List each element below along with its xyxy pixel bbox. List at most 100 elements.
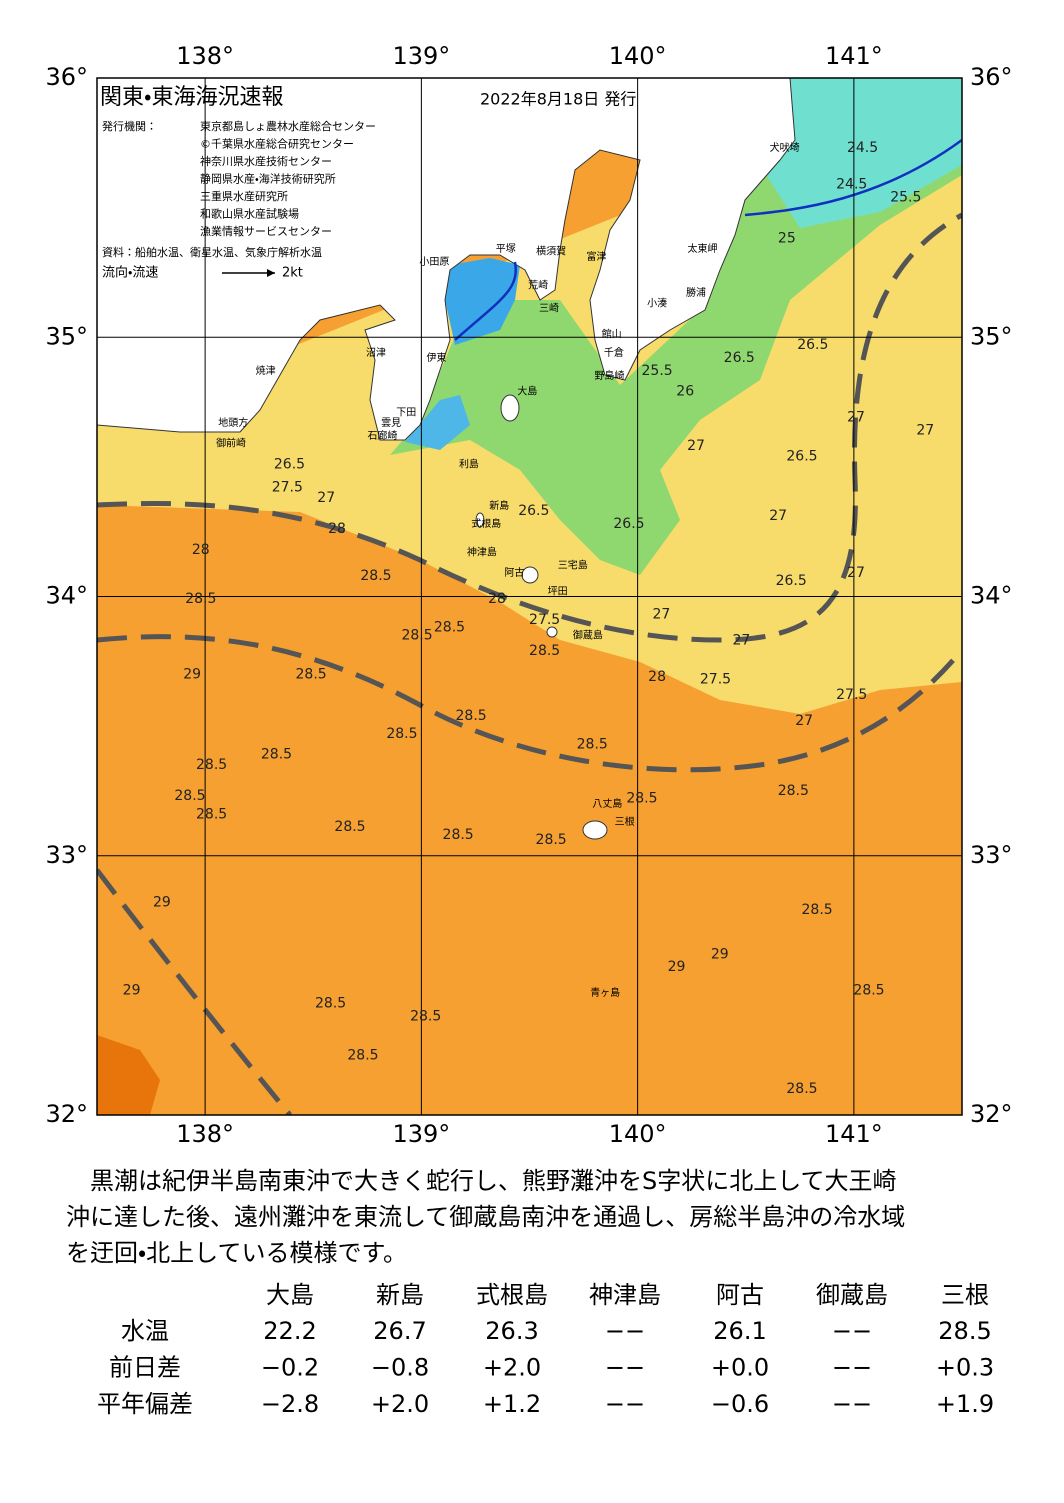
place-name: 横須賀 — [536, 245, 566, 258]
cell: +0.3 — [936, 1354, 994, 1382]
contour-label: 27.5 — [272, 480, 303, 496]
issuer: ©千葉県水産総合研究センター — [200, 137, 354, 151]
lon-label: 141° — [825, 42, 883, 70]
lon-label: 138° — [176, 42, 234, 70]
place-name: 焼津 — [256, 365, 276, 377]
cell: 26.1 — [713, 1317, 766, 1345]
contour-label: 27 — [847, 410, 865, 426]
contour-label: 28.5 — [174, 788, 205, 804]
cell: 26.7 — [373, 1317, 426, 1345]
column-header: 阿古 — [716, 1281, 764, 1309]
issue-date: 2022年8月18日 発行 — [480, 90, 636, 109]
contour-label: 27 — [847, 565, 865, 581]
place-name: 雲見 — [381, 417, 401, 429]
row-label: 水温 — [121, 1317, 169, 1345]
map-ticks: 138° 138° 139° 139° 140° 140° 141° 141° 36° 36° 35… — [45, 42, 1012, 1148]
cell: +2.0 — [371, 1390, 429, 1418]
contour-label: 26.5 — [786, 449, 817, 465]
contour-label: 26.5 — [613, 516, 644, 532]
kuroshio-edge — [97, 868, 292, 1115]
place-name: 阿古 — [504, 566, 524, 579]
map-frame — [96, 77, 963, 1116]
place-name: 伊東 — [427, 351, 447, 364]
place-name: 坪田 — [548, 584, 568, 597]
contour-label: 29 — [153, 894, 171, 910]
contour-label: 26.5 — [724, 350, 755, 366]
contour-label: 28.5 — [360, 568, 391, 584]
contour-label: 28.5 — [315, 996, 346, 1012]
contour-label: 27.5 — [529, 612, 560, 628]
title: 関東・東海海況速報 — [100, 85, 283, 110]
lon-label: 139° — [392, 1120, 450, 1148]
row-label: 平年偏差 — [97, 1390, 193, 1418]
column-header: 御蔵島 — [816, 1281, 888, 1309]
place-name: 新島 — [489, 499, 509, 512]
contour-label: 26.5 — [274, 456, 305, 472]
place-name: 八丈島 — [592, 797, 622, 810]
cell: −2.8 — [261, 1390, 319, 1418]
graticule — [97, 78, 962, 1115]
isotherm — [454, 261, 517, 341]
map-labels: 24.525.524.52526.526.525.5262726.5272726… — [123, 140, 934, 1097]
lat-label: 34° — [970, 582, 1013, 610]
island — [475, 512, 485, 528]
contour-label: 27 — [652, 607, 670, 623]
current-scale: 2kt — [282, 266, 303, 281]
lat-label: 32° — [45, 1100, 88, 1128]
place-name: 利島 — [459, 457, 479, 470]
place-name: 千倉 — [604, 347, 624, 359]
sea-hot — [97, 1035, 160, 1115]
contour-label: 25 — [778, 231, 796, 247]
place-name: 犬吠埼 — [770, 141, 800, 154]
contour-label: 28.5 — [196, 757, 227, 773]
contour-label: 28 — [192, 542, 210, 558]
place-name: 小田原 — [419, 256, 449, 268]
contour-label: 28 — [328, 521, 346, 537]
map: 24.525.524.52526.526.525.5262726.5272726… — [97, 78, 962, 1115]
contour-label: 28.5 — [261, 747, 292, 763]
place-name: 沼津 — [366, 346, 386, 359]
contour-label: 29 — [668, 959, 686, 975]
contour-label: 28.5 — [778, 783, 809, 799]
lon-label: 140° — [609, 42, 667, 70]
contour-label: 25.5 — [890, 189, 921, 205]
place-name: 地頭方 — [218, 416, 248, 429]
cell: −0.6 — [711, 1390, 769, 1418]
contour-label: 28.5 — [401, 627, 432, 643]
lat-label: 35° — [970, 322, 1013, 350]
lon-label: 140° — [609, 1120, 667, 1148]
contour-label: 28.5 — [577, 736, 608, 752]
lon-label: 139° — [392, 42, 450, 70]
contour-label: 28.5 — [853, 983, 884, 999]
row-label: 前日差 — [109, 1354, 181, 1382]
contour-label: 29 — [711, 946, 729, 962]
summary: 黒潮は紀伊半島南東沖で大きく蛇行し、熊野灘沖をS字状に北上して大王崎沖に達した後… — [66, 1167, 905, 1267]
contour-label: 28.5 — [456, 708, 487, 724]
cell: −− — [832, 1317, 872, 1345]
contour-label: 27 — [916, 423, 934, 439]
place-name: 小湊 — [647, 297, 667, 310]
cell: −− — [605, 1317, 645, 1345]
contour-label: 28.5 — [334, 819, 365, 835]
island — [546, 626, 558, 638]
issuer: 静岡県水産・海洋技術研究所 — [200, 172, 336, 186]
cell: +0.0 — [711, 1354, 769, 1382]
summary-line: 黒潮は紀伊半島南東沖で大きく蛇行し、熊野灘沖をS字状に北上して大王崎 — [90, 1167, 897, 1195]
contour-label: 28.5 — [185, 591, 216, 607]
contour-label: 27 — [317, 490, 335, 506]
contour-label: 24.5 — [847, 140, 878, 156]
contour-label: 28.5 — [296, 666, 327, 682]
place-name: 三根 — [615, 815, 635, 828]
island — [500, 394, 520, 422]
island — [521, 566, 539, 584]
lat-label: 34° — [45, 582, 88, 610]
lat-label: 32° — [970, 1100, 1013, 1128]
sources: 資料：船舶水温、衛星水温、気象庁解析水温 — [102, 245, 322, 259]
contour-label: 28.5 — [802, 902, 833, 918]
cell: +2.0 — [483, 1354, 541, 1382]
cell: −− — [605, 1354, 645, 1382]
column-header: 三根 — [941, 1281, 989, 1309]
contour-label: 28 — [488, 591, 506, 607]
contour-label: 25.5 — [642, 363, 673, 379]
